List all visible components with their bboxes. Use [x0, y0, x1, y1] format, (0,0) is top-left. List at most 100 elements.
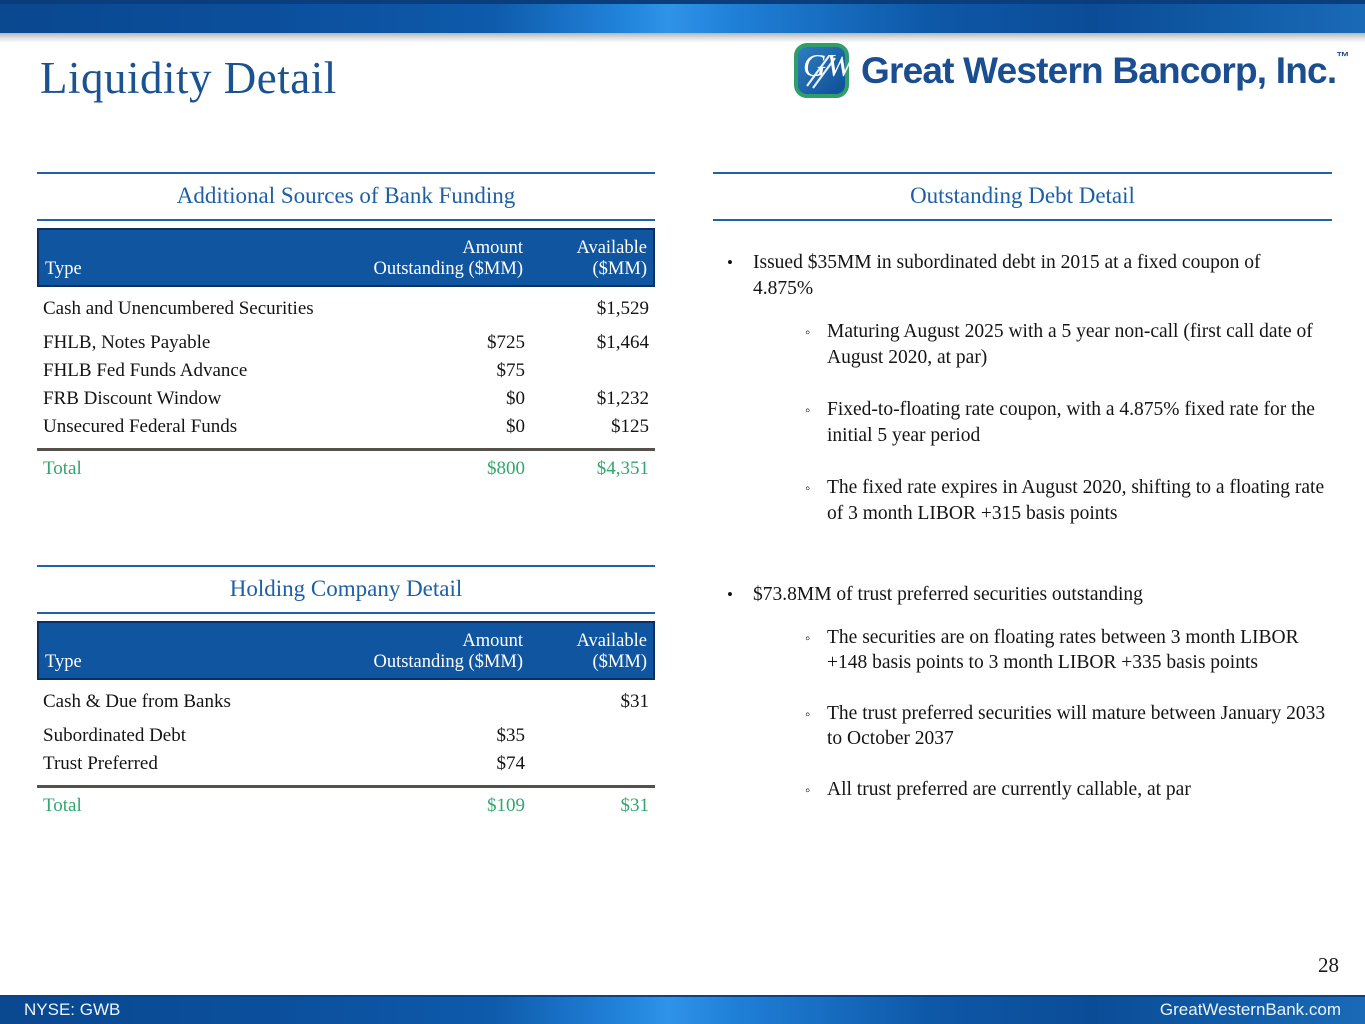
- website-link[interactable]: GreatWesternBank.com: [1159, 999, 1341, 1019]
- gw-letters: GW: [803, 47, 850, 83]
- company-logo: GW Great Western Bancorp, Inc.™: [793, 42, 1349, 99]
- sub-bullet-icon: ◦: [805, 706, 811, 723]
- sub-bullet-item: ◦ Maturing August 2025 with a 5 year non…: [713, 319, 1332, 370]
- total-label: Total: [43, 458, 82, 479]
- row-amount: $725: [487, 332, 525, 353]
- row-available: [525, 724, 649, 748]
- table-row: Cash and Unencumbered Securities $1,529: [37, 287, 655, 329]
- sub-bullet-text: All trust preferred are currently callab…: [827, 778, 1191, 800]
- row-type: FHLB, Notes Payable: [43, 332, 211, 353]
- row-type: Unsecured Federal Funds: [43, 416, 238, 437]
- top-edge-stripe: [0, 0, 1365, 4]
- table-row: FHLB, Notes Payable $725 $1,464: [37, 329, 655, 357]
- row-available: [525, 752, 649, 776]
- col-available-line2: ($MM): [592, 259, 647, 279]
- row-type: Cash and Unencumbered Securities: [43, 298, 314, 319]
- debt-detail-title: Outstanding Debt Detail: [713, 172, 1332, 221]
- bank-funding-section: Additional Sources of Bank Funding Type …: [37, 172, 655, 483]
- sub-bullet-text: The fixed rate expires in August 2020, s…: [827, 477, 1325, 524]
- total-row: Total $800 $4,351: [37, 451, 655, 483]
- total-available: $4,351: [596, 458, 649, 479]
- row-amount: [329, 690, 525, 714]
- bank-funding-table-header: Type Amount Outstanding ($MM) Available …: [37, 228, 655, 287]
- sub-bullet-item: ◦ The securities are on floating rates b…: [713, 625, 1332, 676]
- sub-bullet-icon: ◦: [805, 630, 811, 647]
- row-available: $1,464: [596, 332, 649, 353]
- total-available: $31: [620, 795, 650, 816]
- row-available: $1,529: [596, 298, 649, 319]
- sub-bullet-text: The trust preferred securities will matu…: [827, 702, 1326, 750]
- bullet-item: • Issued $35MM in subordinated debt in 2…: [713, 250, 1332, 301]
- sub-bullet-icon: ◦: [805, 403, 811, 419]
- row-type: Cash & Due from Banks: [43, 691, 231, 712]
- table-row: Unsecured Federal Funds $0 $125: [37, 413, 655, 441]
- total-label: Total: [43, 795, 82, 816]
- bullet-icon: •: [727, 253, 733, 272]
- top-gradient-bar: [0, 4, 1365, 33]
- col-header-type: Type: [45, 236, 327, 280]
- sub-bullet-icon: ◦: [805, 782, 811, 799]
- row-amount: [329, 297, 525, 321]
- gw-logo-icon: GW: [794, 43, 850, 98]
- col-available-line2: ($MM): [592, 652, 647, 672]
- col-header-type: Type: [45, 629, 327, 673]
- sub-bullet-text: Fixed-to-floating rate coupon, with a 4.…: [827, 399, 1315, 446]
- col-header-amount: Amount Outstanding ($MM): [327, 236, 523, 280]
- col-amount-line1: Amount: [462, 631, 523, 651]
- top-bar-shadow: [0, 33, 1365, 43]
- row-available: $1,232: [596, 388, 649, 409]
- sub-bullet-icon: ◦: [805, 325, 811, 341]
- table-row: Trust Preferred $74: [37, 750, 655, 778]
- page-title: Liquidity Detail: [40, 53, 337, 103]
- col-type-label: Type: [45, 259, 82, 279]
- holding-table-header: Type Amount Outstanding ($MM) Available …: [37, 621, 655, 680]
- sub-bullet-text: The securities are on floating rates bet…: [827, 626, 1299, 674]
- total-amount: $109: [487, 795, 525, 816]
- company-name-text: Great Western Bancorp, Inc.: [861, 50, 1337, 91]
- total-row: Total $109 $31: [37, 788, 655, 820]
- col-available-line1: Available: [576, 238, 647, 258]
- row-type: FHLB Fed Funds Advance: [43, 360, 248, 381]
- row-available: $31: [620, 691, 650, 712]
- table-row: Cash & Due from Banks $31: [37, 680, 655, 722]
- holding-company-section: Holding Company Detail Type Amount Outst…: [37, 565, 655, 820]
- sub-bullet-item: ◦ The trust preferred securities will ma…: [713, 701, 1332, 752]
- bullet-text: Issued $35MM in subordinated debt in 201…: [753, 252, 1261, 299]
- row-amount: $35: [496, 725, 526, 746]
- col-amount-line1: Amount: [462, 238, 523, 258]
- col-available-line1: Available: [576, 631, 647, 651]
- bullet-item: • $73.8MM of trust preferred securities …: [713, 582, 1332, 608]
- debt-detail-bullets: • Issued $35MM in subordinated debt in 2…: [713, 250, 1332, 804]
- col-header-amount: Amount Outstanding ($MM): [327, 629, 523, 673]
- row-type: Subordinated Debt: [43, 725, 187, 746]
- row-amount: $0: [506, 388, 525, 409]
- sub-bullet-icon: ◦: [805, 481, 811, 497]
- bullet-text: $73.8MM of trust preferred securities ou…: [753, 584, 1143, 605]
- ticker-label: NYSE: GWB: [24, 999, 121, 1019]
- sub-bullet-text: Maturing August 2025 with a 5 year non-c…: [827, 321, 1313, 368]
- row-type: Trust Preferred: [43, 753, 158, 774]
- holding-company-title: Holding Company Detail: [37, 565, 655, 614]
- col-header-available: Available ($MM): [523, 236, 647, 280]
- table-row: FRB Discount Window $0 $1,232: [37, 385, 655, 413]
- total-divider: [37, 785, 655, 788]
- col-header-available: Available ($MM): [523, 629, 647, 673]
- sub-bullet-item: ◦ All trust preferred are currently call…: [713, 777, 1332, 805]
- total-amount: $800: [487, 458, 525, 479]
- table-row: Subordinated Debt $35: [37, 722, 655, 750]
- debt-detail-section: Outstanding Debt Detail • Issued $35MM i…: [713, 172, 1332, 804]
- trademark-symbol: ™: [1336, 49, 1350, 64]
- row-available: [525, 359, 649, 383]
- bank-funding-title: Additional Sources of Bank Funding: [37, 172, 655, 221]
- footer-bar: NYSE: GWB GreatWesternBank.com: [0, 995, 1365, 1024]
- page-number: 28: [1318, 953, 1339, 977]
- col-type-label: Type: [45, 652, 82, 672]
- col-amount-line2: Outstanding ($MM): [373, 259, 523, 279]
- total-divider: [37, 448, 655, 451]
- row-amount: $74: [496, 753, 526, 774]
- row-amount: $75: [496, 360, 526, 381]
- row-available: $125: [611, 416, 649, 437]
- table-row: FHLB Fed Funds Advance $75: [37, 357, 655, 385]
- row-amount: $0: [506, 416, 525, 437]
